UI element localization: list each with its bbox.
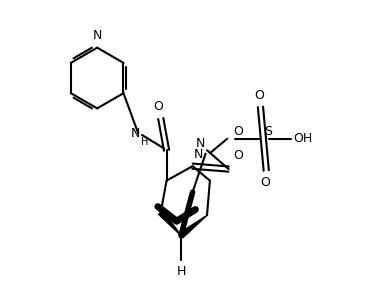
Text: N: N	[131, 127, 140, 140]
Polygon shape	[179, 215, 207, 238]
Text: H: H	[176, 265, 186, 278]
Text: O: O	[254, 89, 264, 102]
Text: N: N	[194, 148, 203, 161]
Text: O: O	[260, 176, 270, 189]
Text: O: O	[233, 149, 243, 162]
Text: N: N	[92, 29, 102, 42]
Text: S: S	[264, 125, 272, 138]
Text: O: O	[233, 125, 243, 138]
Text: O: O	[153, 100, 163, 113]
Text: N: N	[196, 137, 206, 150]
Text: OH: OH	[293, 132, 312, 145]
Text: H: H	[141, 137, 149, 147]
Polygon shape	[159, 210, 181, 236]
